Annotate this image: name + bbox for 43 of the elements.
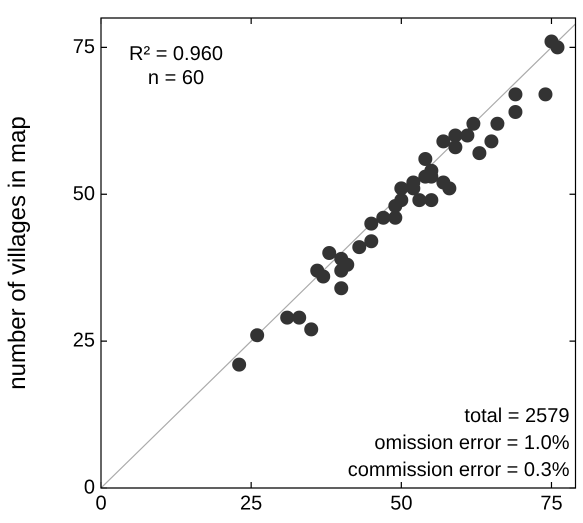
point [508,87,522,102]
annotation: n = 60 [148,67,204,89]
point [550,40,564,54]
annotation: commission error = 0.3% [348,459,570,481]
point [232,358,246,372]
point [334,281,348,296]
point [394,193,408,208]
point [364,216,378,231]
point [376,210,390,225]
point [364,234,378,248]
point [472,146,486,160]
point [352,240,366,254]
y-tick-label: 0 [84,476,95,499]
y-axis-title: number of villages in map [4,116,32,390]
annotation: total = 2579 [464,405,570,427]
point [490,116,504,131]
point [394,181,408,196]
annotation: R² = 0.960 [129,43,223,65]
point [304,322,318,336]
point [538,87,552,102]
point [424,193,438,208]
point [460,128,474,142]
point [436,134,450,148]
point [280,310,294,325]
point [448,140,462,154]
x-tick-label: 25 [240,492,262,515]
y-tick-label: 25 [72,330,95,352]
point [466,116,480,131]
point [292,310,306,325]
y-tick-label: 75 [72,36,95,58]
point [442,181,456,196]
point [322,246,336,260]
annotation: omission error = 1.0% [374,432,570,454]
y-tick-label: 50 [72,182,95,205]
point [508,105,522,119]
point [250,328,264,342]
point [412,193,426,208]
x-tick-label: 50 [390,492,412,515]
x-tick-label: 75 [540,492,563,515]
point [316,270,330,284]
point [418,152,432,166]
point [388,210,402,225]
point [484,134,498,148]
